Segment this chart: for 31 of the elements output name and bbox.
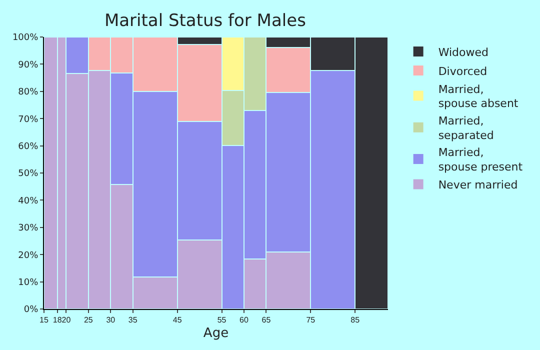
y-tick-label: 50% [18, 169, 39, 180]
x-tick-label: 60 [240, 316, 249, 325]
y-tick-label: 90% [18, 60, 39, 70]
legend-label: Married, spouse absent [438, 82, 519, 110]
y-tick-label: 40% [18, 196, 39, 206]
chart-title: Marital Status for Males [104, 10, 306, 31]
x-tick-label: 30 [106, 316, 116, 325]
x-tick-label: 25 [84, 316, 94, 325]
y-tick-label: 80% [18, 88, 39, 98]
legend-label: Married, separated [438, 114, 494, 142]
y-tick-label: 20% [18, 250, 39, 261]
y-tick-label: 70% [18, 114, 39, 125]
y-tick-label: 10% [18, 278, 39, 288]
y-tick-label: 60% [18, 142, 39, 152]
legend-label: Widowed [438, 46, 488, 59]
x-tick-label: 85 [350, 316, 360, 325]
legend-label: Married, spouse present [438, 146, 524, 174]
x-tick-label: 35 [128, 316, 138, 325]
x-tick-label: 75 [306, 316, 316, 325]
y-tick-label: 100% [12, 33, 39, 44]
y-tick-label: 0% [24, 305, 39, 316]
x-tick-label: 15 [40, 316, 49, 325]
legend-label: Divorced [438, 64, 488, 78]
x-tick-label: 55 [217, 316, 227, 325]
x-tick-label: 20 [62, 316, 72, 325]
legend-label: Never married [438, 178, 518, 192]
x-axis-title: Age [203, 326, 229, 342]
x-tick-label: 65 [262, 316, 272, 325]
y-tick-label: 30% [18, 224, 39, 234]
x-tick-label: 18 [52, 316, 62, 325]
x-tick-label: 45 [172, 316, 182, 325]
